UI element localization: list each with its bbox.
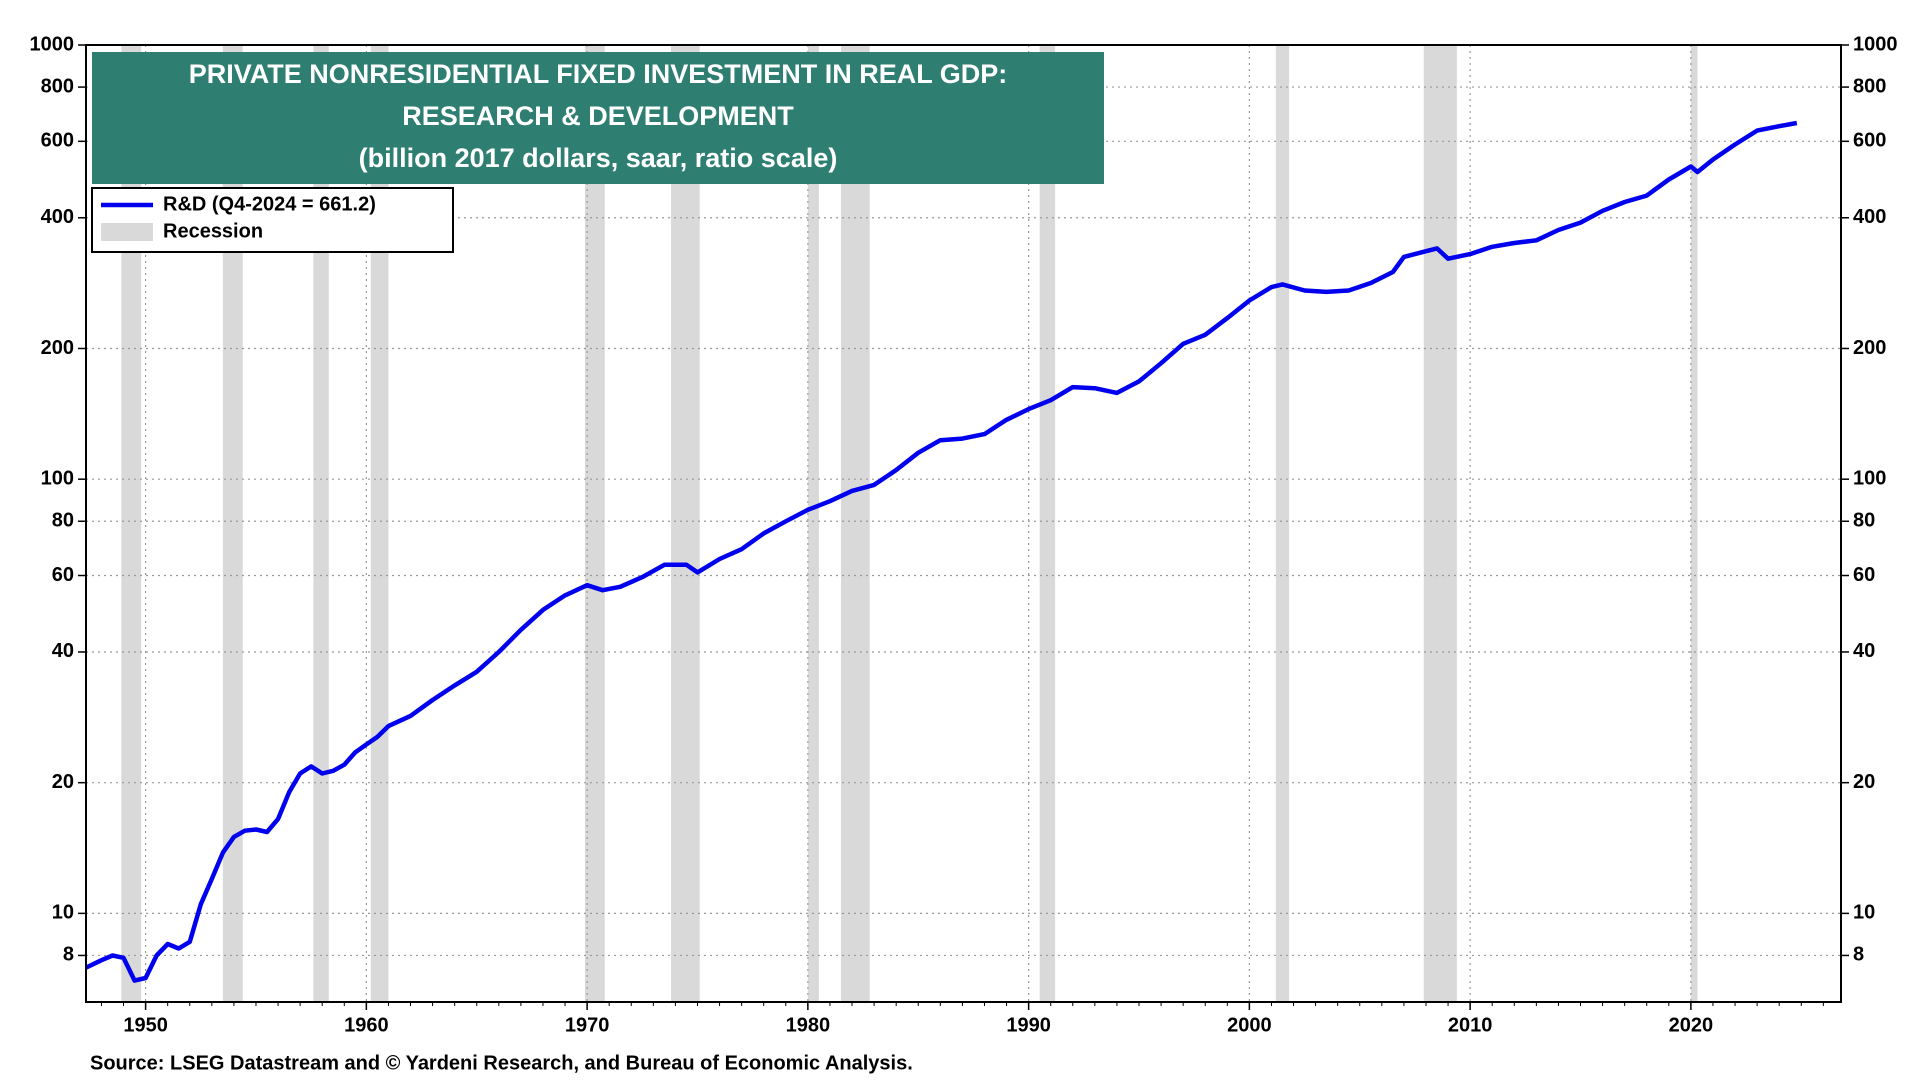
y2-tick-label: 20 bbox=[1853, 771, 1875, 793]
y2-tick-label: 1000 bbox=[1853, 33, 1898, 55]
recession-band bbox=[840, 45, 870, 1002]
x-tick-label: 2020 bbox=[1669, 1014, 1714, 1036]
y-tick-label: 400 bbox=[41, 206, 74, 228]
recession-band bbox=[222, 45, 243, 1002]
legend-box bbox=[91, 187, 454, 253]
y-tick-label: 8 bbox=[63, 944, 74, 966]
y-tick-label: 600 bbox=[41, 130, 74, 152]
x-tick-label: 1950 bbox=[123, 1014, 168, 1036]
y-tick-label: 40 bbox=[52, 640, 74, 662]
y2-tick-label: 200 bbox=[1853, 337, 1886, 359]
y2-tick-label: 100 bbox=[1853, 467, 1886, 489]
y2-tick-label: 600 bbox=[1853, 130, 1886, 152]
plot-frame bbox=[85, 44, 1842, 1003]
y-tick-label: 80 bbox=[52, 510, 74, 532]
x-tick-label: 2000 bbox=[1227, 1014, 1272, 1036]
y2-tick-label: 8 bbox=[1853, 944, 1864, 966]
x-tick-label: 1990 bbox=[1006, 1014, 1051, 1036]
x-tick-label: 1970 bbox=[565, 1014, 610, 1036]
chart-title: (billion 2017 dollars, saar, ratio scale… bbox=[359, 143, 838, 173]
recession-band bbox=[1039, 45, 1056, 1002]
y2-tick-label: 400 bbox=[1853, 206, 1886, 228]
recession-band bbox=[121, 45, 142, 1002]
y-tick-label: 800 bbox=[41, 75, 74, 97]
recession-band bbox=[370, 45, 389, 1002]
recession-band bbox=[671, 45, 700, 1002]
legend-label: Recession bbox=[163, 220, 263, 242]
x-tick-label: 1960 bbox=[344, 1014, 389, 1036]
y-tick-label: 100 bbox=[41, 467, 74, 489]
y2-tick-label: 10 bbox=[1853, 902, 1875, 924]
y2-tick-label: 40 bbox=[1853, 640, 1875, 662]
y-tick-label: 60 bbox=[52, 564, 74, 586]
chart-title: RESEARCH & DEVELOPMENT bbox=[402, 101, 794, 131]
recession-band bbox=[584, 45, 605, 1002]
source: Source: LSEG Datastream and © Yardeni Re… bbox=[90, 1052, 913, 1074]
chart-title: PRIVATE NONRESIDENTIAL FIXED INVESTMENT … bbox=[189, 59, 1008, 89]
legend-label: R&D (Q4-2024 = 661.2) bbox=[163, 193, 376, 215]
y2-tick-label: 80 bbox=[1853, 510, 1875, 532]
x-tick-label: 1980 bbox=[786, 1014, 831, 1036]
legend-swatch bbox=[101, 223, 153, 241]
y-tick-label: 200 bbox=[41, 337, 74, 359]
y-tick-label: 1000 bbox=[30, 33, 75, 55]
y-tick-label: 20 bbox=[52, 771, 74, 793]
recession-band bbox=[313, 45, 329, 1002]
recession-band bbox=[1423, 45, 1457, 1002]
recession-band bbox=[1690, 45, 1698, 1002]
recession-band bbox=[807, 45, 819, 1002]
y2-tick-label: 60 bbox=[1853, 564, 1875, 586]
title-box bbox=[92, 52, 1104, 184]
y2-tick-label: 800 bbox=[1853, 75, 1886, 97]
x-tick-label: 2010 bbox=[1448, 1014, 1493, 1036]
y-tick-label: 10 bbox=[52, 902, 74, 924]
recession-band bbox=[1275, 45, 1290, 1002]
data-line bbox=[85, 120, 1798, 983]
